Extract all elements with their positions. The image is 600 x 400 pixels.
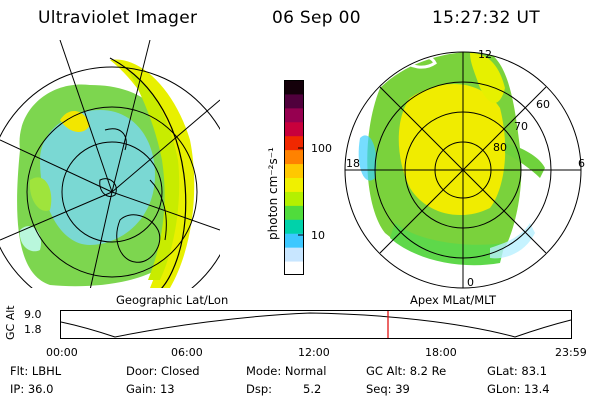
colorbar: [284, 80, 304, 276]
status-ip: IP: 36.0: [10, 382, 54, 396]
colorbar-swatch: [284, 219, 304, 234]
status-mode: Mode: Normal: [246, 364, 327, 378]
colorbar-swatch: [284, 121, 304, 137]
colorbar-tick-10: 10: [311, 229, 325, 242]
colorbar-swatch: [284, 163, 304, 178]
status-filter: Flt: LBHL: [10, 364, 62, 378]
colorbar-swatch: [284, 205, 304, 220]
status-dsp-label: Dsp:: [246, 382, 273, 396]
time-tick-0600: 06:00: [171, 346, 203, 359]
right-panel-caption: Apex MLat/MLT: [410, 293, 497, 307]
geographic-image: [0, 40, 220, 288]
image-time: 15:27:32 UT: [432, 8, 540, 28]
time-tick-2359: 23:59: [555, 346, 587, 359]
status-gc-alt: GC Alt: 8.2 Re: [366, 364, 447, 378]
mlt-label-dusk: 18: [346, 157, 360, 170]
colorbar-swatch: [284, 233, 304, 248]
status-gain: Gain: 13: [126, 382, 175, 396]
altitude-plot: [60, 310, 572, 339]
colorbar-swatch: [284, 149, 304, 165]
status-seq: Seq: 39: [366, 382, 410, 396]
mlt-label-dawn: 6: [578, 157, 585, 170]
mlt-label-midnight: 0: [467, 276, 474, 289]
mlt-polar-plot: [344, 51, 582, 289]
colorbar-swatch: [284, 80, 304, 95]
colorbar-swatch: [284, 191, 304, 206]
status-door: Door: Closed: [126, 364, 200, 378]
time-tick-1800: 18:00: [425, 346, 457, 359]
altitude-y-bottom: 1.8: [24, 323, 42, 336]
altitude-y-top: 9.0: [24, 308, 42, 321]
mlt-label-noon: 12: [478, 48, 492, 61]
colorbar-swatch: [284, 261, 304, 276]
mlat-label-80: 80: [493, 141, 507, 154]
left-panel-caption: Geographic Lat/Lon: [116, 293, 229, 307]
colorbar-swatch: [284, 135, 304, 151]
colorbar-swatch: [284, 93, 304, 109]
colorbar-swatch: [284, 177, 304, 192]
instrument-title: Ultraviolet Imager: [38, 8, 198, 28]
colorbar-swatch: [284, 247, 304, 262]
mlat-label-60: 60: [536, 98, 550, 111]
status-glat: GLat: 83.1: [487, 364, 548, 378]
time-tick-0000: 00:00: [46, 346, 78, 359]
time-tick-1200: 12:00: [298, 346, 330, 359]
altitude-axis-title: GC Alt: [4, 305, 17, 340]
colorbar-tick-100: 100: [311, 142, 332, 155]
colorbar-swatch: [284, 107, 304, 123]
status-glon: GLon: 13.4: [487, 382, 550, 396]
image-date: 06 Sep 00: [272, 8, 361, 28]
mlat-label-70: 70: [514, 120, 528, 133]
colorbar-unit-label: photon cm⁻²s⁻¹: [266, 147, 280, 240]
status-dsp-value: 5.2: [303, 382, 322, 396]
